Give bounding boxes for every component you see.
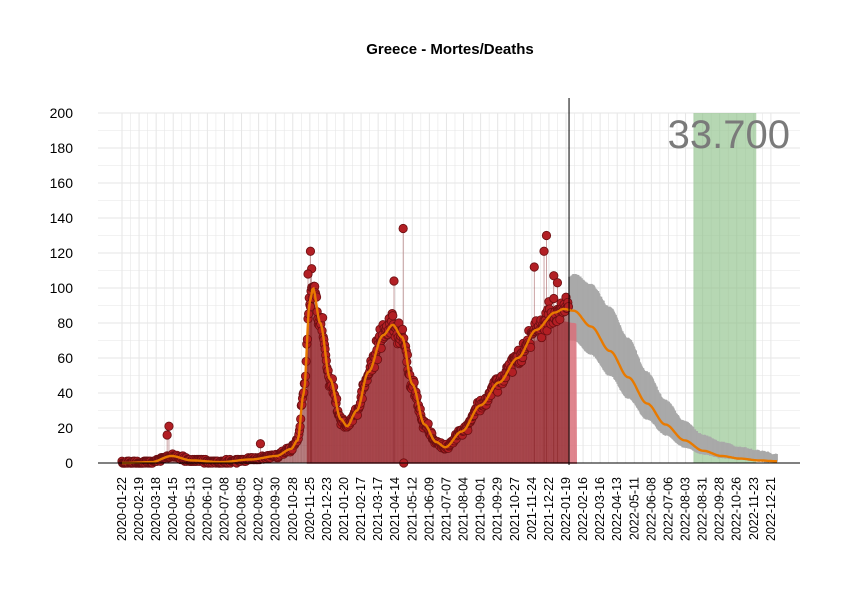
x-tick-label: 2020-11-25 xyxy=(303,477,317,540)
y-tick-label: 120 xyxy=(50,245,74,261)
forecast-band-bar xyxy=(776,453,778,462)
data-point xyxy=(389,276,399,286)
x-tick-label: 2021-10-27 xyxy=(508,477,522,541)
data-point xyxy=(388,311,398,321)
x-tick-label: 2021-02-17 xyxy=(354,477,368,541)
x-tick-label: 2021-09-29 xyxy=(491,477,505,541)
x-tick-label: 2021-06-09 xyxy=(422,477,436,541)
data-point xyxy=(529,262,539,272)
chart-title: Greece - Mortes/Deaths xyxy=(366,41,534,58)
trend-path xyxy=(122,286,778,465)
y-tick-label: 200 xyxy=(50,105,74,121)
x-tick-label: 2021-04-14 xyxy=(388,477,402,541)
y-tick-label: 160 xyxy=(50,175,74,191)
x-tick-label: 2021-09-01 xyxy=(474,477,488,541)
x-tick-label: 2020-07-08 xyxy=(218,477,232,541)
x-tick-label: 2021-08-04 xyxy=(457,477,471,541)
x-tick-label: 2021-12-22 xyxy=(542,477,556,541)
x-tick-label: 2022-08-31 xyxy=(696,477,710,541)
y-tick-label: 140 xyxy=(50,210,74,226)
y-tick-label: 100 xyxy=(50,280,74,296)
x-tick-label: 2020-05-13 xyxy=(183,477,197,541)
x-tick-label: 2020-12-23 xyxy=(320,477,334,541)
data-point xyxy=(305,246,316,256)
x-tick-label: 2022-10-26 xyxy=(730,477,744,541)
x-tick-label: 2022-05-11 xyxy=(627,477,641,540)
data-point xyxy=(303,269,313,279)
y-tick-label: 0 xyxy=(65,455,73,471)
x-tick-label: 2022-09-28 xyxy=(713,477,727,541)
x-axis-ticks: 2020-01-22 2020-02-19 2020-03-18 2020-04-15… xyxy=(115,477,778,541)
highlight-total-label: 33.700 xyxy=(668,113,790,157)
x-tick-label: 2022-11-23 xyxy=(747,477,761,540)
x-tick-label: 2020-04-15 xyxy=(166,477,180,541)
data-point xyxy=(552,278,563,288)
x-tick-label: 2020-09-30 xyxy=(269,477,283,541)
forecast-band xyxy=(568,273,778,463)
x-tick-label: 2022-03-16 xyxy=(593,477,607,541)
y-tick-label: 60 xyxy=(57,350,73,366)
x-tick-label: 2021-05-12 xyxy=(405,477,419,541)
x-tick-label: 2020-09-02 xyxy=(252,477,266,541)
data-point xyxy=(398,223,408,234)
y-tick-label: 40 xyxy=(57,385,73,401)
x-tick-label: 2020-10-28 xyxy=(286,477,300,541)
y-axis-ticks: 0 20 40 60 80 100 120 140 160 180 200 xyxy=(50,105,74,471)
data-point xyxy=(539,246,549,256)
x-tick-label: 2020-01-22 xyxy=(115,477,129,541)
data-point xyxy=(397,324,408,334)
data-point xyxy=(162,430,172,440)
data-point xyxy=(255,439,266,449)
y-tick-label: 80 xyxy=(57,315,73,331)
trend-line xyxy=(122,286,778,465)
x-tick-label: 2022-07-06 xyxy=(661,477,675,541)
highlight-region xyxy=(693,113,757,463)
x-tick-label: 2022-06-08 xyxy=(644,477,658,541)
data-point xyxy=(549,293,559,304)
x-tick-label: 2021-07-07 xyxy=(440,477,454,541)
y-tick-label: 180 xyxy=(50,140,74,156)
data-point xyxy=(549,271,559,281)
data-point xyxy=(164,421,174,431)
x-tick-label: 2022-01-19 xyxy=(559,477,573,541)
x-tick-label: 2022-04-13 xyxy=(610,477,624,541)
x-tick-label: 2022-02-16 xyxy=(576,477,590,541)
x-tick-label: 2020-08-05 xyxy=(235,477,249,541)
x-tick-label: 2022-12-21 xyxy=(764,477,778,541)
x-tick-label: 2021-03-17 xyxy=(371,477,385,541)
x-tick-label: 2021-11-24 xyxy=(525,477,539,540)
highlight-rect xyxy=(693,113,757,463)
x-tick-label: 2020-06-10 xyxy=(200,477,214,541)
x-tick-label: 2020-03-18 xyxy=(149,477,163,541)
y-tick-label: 20 xyxy=(57,420,73,436)
data-point xyxy=(541,230,552,241)
axes xyxy=(98,98,800,465)
observed-points xyxy=(117,223,574,468)
x-tick-label: 2020-02-19 xyxy=(132,477,146,541)
x-tick-label: 2021-01-20 xyxy=(337,477,351,541)
x-tick-label: 2022-08-03 xyxy=(679,477,693,541)
